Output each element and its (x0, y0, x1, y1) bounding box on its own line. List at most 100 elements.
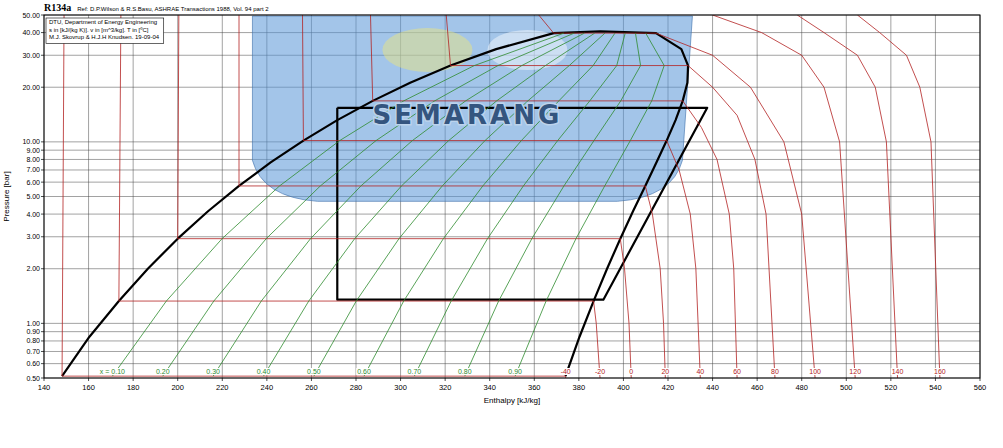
plot-background (44, 15, 980, 378)
y-tick-label: 5.00 (26, 193, 40, 200)
series-label: 0.70 (408, 368, 422, 375)
grid-line (133, 15, 134, 378)
subtitle: Ref: D.P.Wilson & R.S.Basu, ASHRAE Trans… (77, 6, 269, 12)
property-line (465, 33, 641, 376)
grid-line (935, 15, 936, 378)
property-line (539, 15, 815, 378)
label-patch (356, 368, 372, 375)
y-tick-label: 8.00 (26, 156, 40, 163)
label-patch (560, 368, 572, 375)
series-label: 40 (696, 368, 704, 375)
series-label: 120 (849, 368, 861, 375)
main-curve (337, 108, 707, 300)
y-tick-label: 40.00 (22, 29, 40, 36)
label-patch (594, 368, 606, 375)
label-patch (933, 368, 947, 375)
x-tick-label: 340 (483, 383, 496, 392)
x-tick-label: 240 (261, 383, 274, 392)
series-label: 0.30 (206, 368, 220, 375)
grid (44, 15, 980, 378)
y-tick-label: 0.90 (26, 328, 40, 335)
x-tick-label: 320 (439, 383, 452, 392)
property-line (370, 15, 737, 378)
grid-line (44, 340, 980, 341)
y-tick-label: 3.00 (26, 233, 40, 240)
grid-line (44, 331, 980, 332)
grid-line (44, 214, 980, 215)
label-patch (155, 368, 171, 375)
info-text: s in [kJ/(kg K)]. v in [m^3/kg]. T in [º… (49, 27, 149, 33)
grid-line (88, 15, 89, 378)
plot-frame (44, 15, 980, 378)
series-label: 0.60 (357, 368, 371, 375)
label-patch (628, 368, 634, 375)
y-tick-label: 7.00 (26, 166, 40, 173)
info-text: M.J. Skovrup & H.J.H Knudsen. 19-09-04 (49, 34, 160, 40)
property-line (797, 15, 897, 378)
label-patch (808, 368, 822, 375)
label-patch (848, 368, 862, 375)
series-label: 20 (661, 368, 669, 375)
property-line (178, 15, 632, 378)
property-line (414, 33, 625, 376)
y-tick-label: 50.00 (22, 12, 40, 19)
y-tick-label: 2.00 (26, 265, 40, 272)
series-label: 0.20 (156, 368, 170, 375)
y-tick-label: 6.00 (26, 179, 40, 186)
x-tick-label: 260 (305, 383, 318, 392)
property-line (213, 33, 584, 376)
property-line (264, 33, 595, 376)
chart: 50.0040.0030.0020.0010.009.008.007.006.0… (0, 0, 1003, 448)
x-tick-label: 400 (617, 383, 630, 392)
grid-line (44, 268, 980, 269)
series-label: 0 (629, 368, 633, 375)
series-label: 60 (733, 368, 741, 375)
property-line (515, 33, 664, 376)
ticks: 50.0040.0030.0020.0010.009.008.007.006.0… (22, 12, 986, 393)
label-patch (457, 368, 473, 375)
y-tick-label: 10.00 (22, 138, 40, 145)
property-line (446, 15, 775, 378)
series-label: -20 (595, 368, 605, 375)
x-tick-label: 160 (82, 383, 95, 392)
label-patch (99, 368, 126, 375)
x-tick-label: 220 (216, 383, 229, 392)
x-tick-label: 280 (350, 383, 363, 392)
x-tick-label: 460 (751, 383, 764, 392)
series-label: 100 (809, 368, 821, 375)
property-line (857, 15, 939, 378)
series-labels: -40-20020406080100120140160x = 0.100.200… (99, 368, 947, 375)
x-tick-label: 200 (171, 383, 184, 392)
series-label: 0.80 (458, 368, 472, 375)
watermark-text: SEMARANG (373, 100, 563, 130)
x-tick-label: 180 (127, 383, 140, 392)
grid-line (44, 351, 980, 352)
label-patch (695, 368, 705, 375)
grid-line (44, 363, 980, 364)
x-tick-label: 380 (573, 383, 586, 392)
x-tick-label: 440 (706, 383, 719, 392)
label-patch (732, 368, 742, 375)
info-box-frame (46, 18, 164, 44)
grid-line (222, 15, 223, 378)
series-label: 140 (892, 368, 904, 375)
label-patch (507, 368, 523, 375)
x-tick-label: 520 (885, 383, 898, 392)
y-tick-label: 0.50 (26, 375, 40, 382)
label-patch (770, 368, 780, 375)
x-tick-label: 360 (528, 383, 541, 392)
y-tick-label: 4.00 (26, 211, 40, 218)
series-label: 80 (771, 368, 779, 375)
x-tick-label: 500 (840, 383, 853, 392)
y-tick-label: 0.60 (26, 360, 40, 367)
page: {"chart_data": { "type": "line", "title"… (0, 0, 1003, 448)
y-tick-label: 30.00 (22, 52, 40, 59)
x-tick-label: 560 (974, 383, 987, 392)
series-label: 0.40 (257, 368, 271, 375)
property-line (119, 15, 600, 378)
property-line (163, 33, 574, 376)
title: R134a (44, 2, 71, 13)
property-line (713, 15, 856, 378)
info-text: DTU, Department of Energy Engineering (49, 19, 157, 25)
y-tick-label: 20.00 (22, 84, 40, 91)
